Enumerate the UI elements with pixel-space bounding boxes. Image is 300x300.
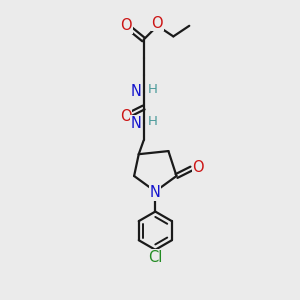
Text: O: O — [120, 18, 132, 33]
Text: Cl: Cl — [148, 250, 163, 265]
Text: O: O — [192, 160, 204, 175]
Text: H: H — [148, 115, 158, 128]
Text: H: H — [148, 83, 158, 96]
Text: N: N — [130, 84, 142, 99]
Text: N: N — [130, 116, 142, 131]
Text: N: N — [150, 185, 161, 200]
Text: O: O — [152, 16, 163, 31]
Text: O: O — [120, 109, 131, 124]
